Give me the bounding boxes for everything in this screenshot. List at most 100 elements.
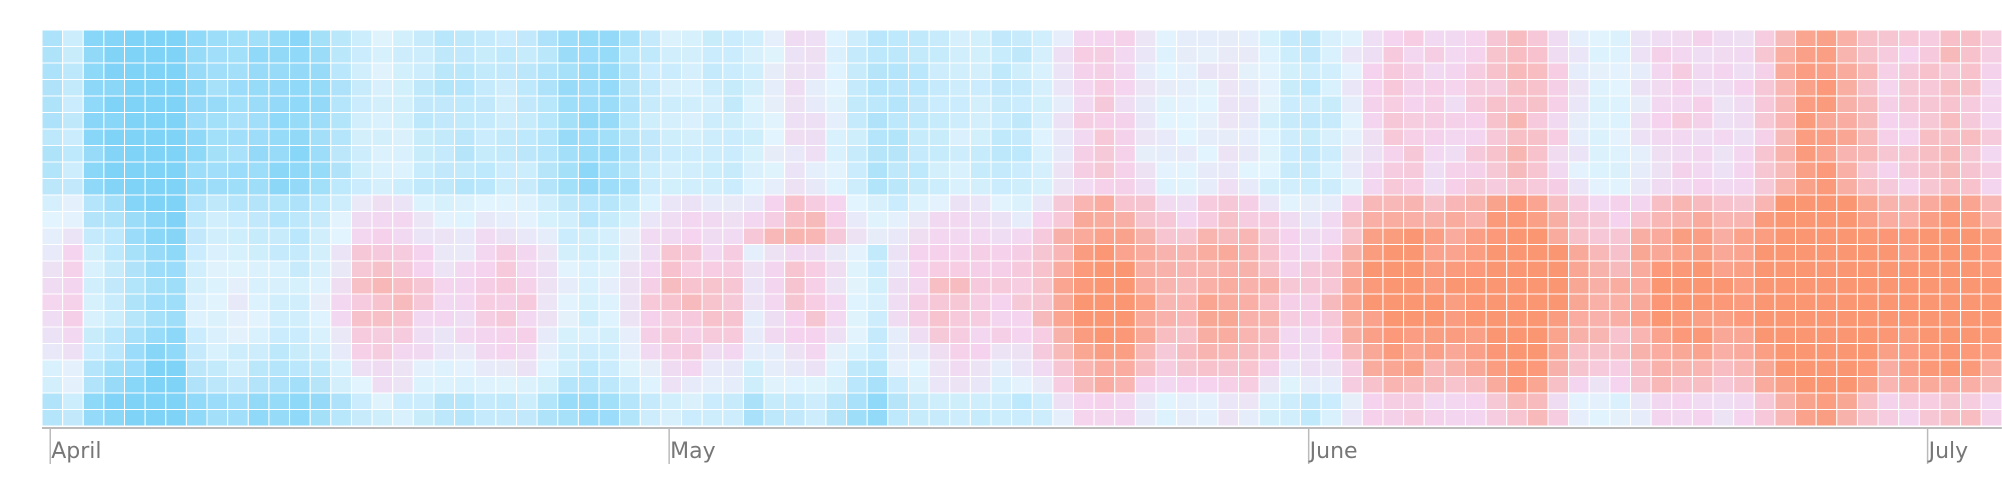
heatmap-cell bbox=[722, 46, 744, 64]
heatmap-cell bbox=[392, 310, 414, 328]
heatmap-cell bbox=[1506, 95, 1528, 113]
heatmap-cell bbox=[433, 376, 456, 394]
heatmap-cell bbox=[1898, 145, 1920, 163]
heatmap-cell bbox=[1609, 409, 1632, 427]
heatmap-cell bbox=[124, 161, 146, 179]
heatmap-cell bbox=[309, 293, 332, 311]
heatmap-cell bbox=[825, 392, 848, 410]
heatmap-cell bbox=[887, 128, 909, 146]
heatmap-cell bbox=[1795, 293, 1817, 311]
heatmap-cell bbox=[1382, 112, 1405, 130]
heatmap-cell bbox=[1196, 95, 1219, 113]
heatmap-cell bbox=[1939, 128, 1962, 146]
heatmap-cell bbox=[247, 376, 270, 394]
heatmap-cell bbox=[701, 326, 724, 344]
heatmap-cell bbox=[1609, 260, 1632, 278]
heatmap-cell bbox=[185, 161, 208, 179]
heatmap-cell bbox=[1815, 392, 1838, 410]
heatmap-cell bbox=[1898, 211, 1920, 229]
heatmap-cell bbox=[639, 244, 662, 262]
heatmap-cell bbox=[1423, 211, 1446, 229]
heatmap-cell bbox=[1052, 310, 1074, 328]
heatmap-cell bbox=[701, 293, 724, 311]
heatmap-cell bbox=[1733, 95, 1755, 113]
heatmap-cell bbox=[639, 392, 662, 410]
heatmap-cell bbox=[1980, 260, 2002, 278]
heatmap-cell bbox=[1671, 46, 1693, 64]
heatmap-cell bbox=[1031, 343, 1054, 361]
heatmap-cell bbox=[62, 79, 84, 97]
heatmap-cell bbox=[1341, 79, 1363, 97]
heatmap-cell bbox=[577, 194, 600, 212]
heatmap-cell bbox=[144, 145, 167, 163]
heatmap-cell bbox=[1506, 277, 1528, 295]
heatmap-cell bbox=[1898, 161, 1920, 179]
heatmap-cell bbox=[990, 29, 1013, 47]
heatmap-cell bbox=[515, 46, 538, 64]
heatmap-cell bbox=[165, 277, 187, 295]
heatmap-cell bbox=[495, 95, 517, 113]
heatmap-cell bbox=[433, 260, 456, 278]
heatmap-cell bbox=[1176, 277, 1198, 295]
heatmap-cell bbox=[62, 112, 84, 130]
heatmap-cell bbox=[1279, 376, 1301, 394]
heatmap-cell bbox=[1960, 194, 1982, 212]
heatmap-cell bbox=[1939, 310, 1962, 328]
heatmap-cell bbox=[866, 409, 889, 427]
heatmap-cell bbox=[1650, 161, 1673, 179]
heatmap-cell bbox=[1011, 128, 1033, 146]
heatmap-cell bbox=[1939, 277, 1962, 295]
heatmap-cell bbox=[309, 178, 332, 196]
heatmap-cell bbox=[1856, 145, 1879, 163]
heatmap-cell bbox=[1464, 376, 1487, 394]
heatmap-cell bbox=[103, 211, 126, 229]
heatmap-cell bbox=[268, 227, 291, 245]
heatmap-cell bbox=[1403, 145, 1425, 163]
heatmap-cell bbox=[1299, 194, 1322, 212]
heatmap-cell bbox=[1176, 46, 1198, 64]
heatmap-cell bbox=[1650, 79, 1673, 97]
heatmap-cell bbox=[1939, 112, 1962, 130]
heatmap-cell bbox=[928, 112, 951, 130]
heatmap-cell bbox=[1609, 227, 1632, 245]
heatmap-cell bbox=[1774, 293, 1797, 311]
heatmap-cell bbox=[722, 62, 744, 80]
heatmap-cell bbox=[350, 392, 373, 410]
heatmap-cell bbox=[1609, 79, 1632, 97]
heatmap-cell bbox=[1547, 227, 1570, 245]
heatmap-cell bbox=[1671, 29, 1693, 47]
heatmap-cell bbox=[1836, 227, 1858, 245]
heatmap-cell bbox=[969, 376, 992, 394]
heatmap-cell bbox=[1568, 145, 1590, 163]
heatmap-cell bbox=[495, 46, 517, 64]
heatmap-cell bbox=[1464, 79, 1487, 97]
heatmap-cell bbox=[1279, 260, 1301, 278]
heatmap-cell bbox=[825, 260, 848, 278]
heatmap-cell bbox=[1939, 293, 1962, 311]
heatmap-cell bbox=[124, 409, 146, 427]
heatmap-cell bbox=[1795, 178, 1817, 196]
heatmap-cell bbox=[495, 145, 517, 163]
heatmap-cell bbox=[660, 343, 683, 361]
heatmap-cell bbox=[1217, 194, 1240, 212]
heatmap-cell bbox=[742, 79, 765, 97]
heatmap-cell bbox=[1712, 128, 1735, 146]
heatmap-cell bbox=[763, 227, 786, 245]
heatmap-cell bbox=[1444, 392, 1466, 410]
heatmap-cell bbox=[1155, 326, 1178, 344]
heatmap-cell bbox=[206, 277, 229, 295]
heatmap-cell bbox=[1753, 244, 1776, 262]
heatmap-cell bbox=[227, 62, 249, 80]
heatmap-cell bbox=[1795, 392, 1817, 410]
heatmap-cell bbox=[1031, 326, 1054, 344]
heatmap-cell bbox=[309, 392, 332, 410]
heatmap-cell bbox=[1341, 244, 1363, 262]
heatmap-cell bbox=[536, 161, 559, 179]
heatmap-cell bbox=[185, 194, 208, 212]
heatmap-cell bbox=[433, 277, 456, 295]
heatmap-cell bbox=[289, 128, 311, 146]
heatmap-cell bbox=[185, 211, 208, 229]
heatmap-cell bbox=[495, 112, 517, 130]
heatmap-cell bbox=[350, 161, 373, 179]
heatmap-cell bbox=[144, 194, 167, 212]
